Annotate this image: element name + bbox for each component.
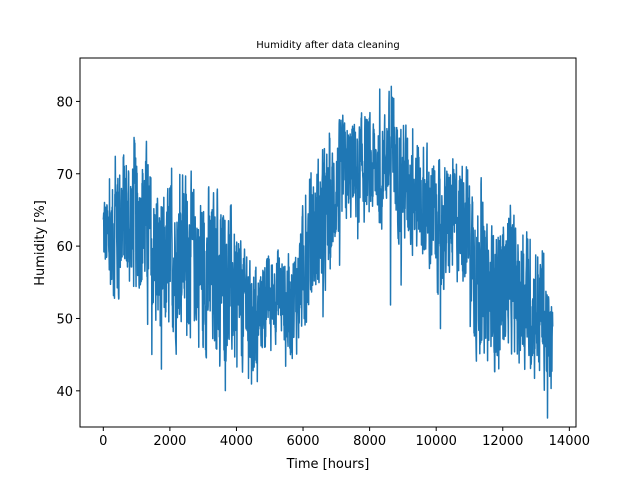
chart-title: Humidity after data cleaning xyxy=(256,40,399,51)
x-tick-label: 10000 xyxy=(416,434,457,449)
y-axis: 40 50 60 70 80 xyxy=(56,95,80,400)
x-axis: 0 2000 4000 6000 8000 10000 12000 14000 xyxy=(99,427,590,449)
y-tick-label: 70 xyxy=(56,168,73,183)
series-line xyxy=(102,85,554,419)
x-tick-label: 6000 xyxy=(286,434,319,449)
humidity-series-line xyxy=(102,85,554,419)
x-tick-label: 0 xyxy=(99,434,107,449)
x-tick-label: 2000 xyxy=(153,434,186,449)
x-tick-label: 12000 xyxy=(482,434,523,449)
x-tick-label: 14000 xyxy=(549,434,590,449)
x-axis-label: Time [hours] xyxy=(286,457,370,472)
y-tick-label: 60 xyxy=(56,240,73,255)
y-tick-label: 80 xyxy=(56,95,73,110)
x-tick-label: 4000 xyxy=(220,434,253,449)
x-tick-label: 8000 xyxy=(353,434,386,449)
y-tick-label: 40 xyxy=(56,385,73,400)
y-tick-label: 50 xyxy=(56,312,73,327)
y-axis-label: Humidity [%] xyxy=(33,200,48,286)
plot-area-frame xyxy=(79,57,577,428)
